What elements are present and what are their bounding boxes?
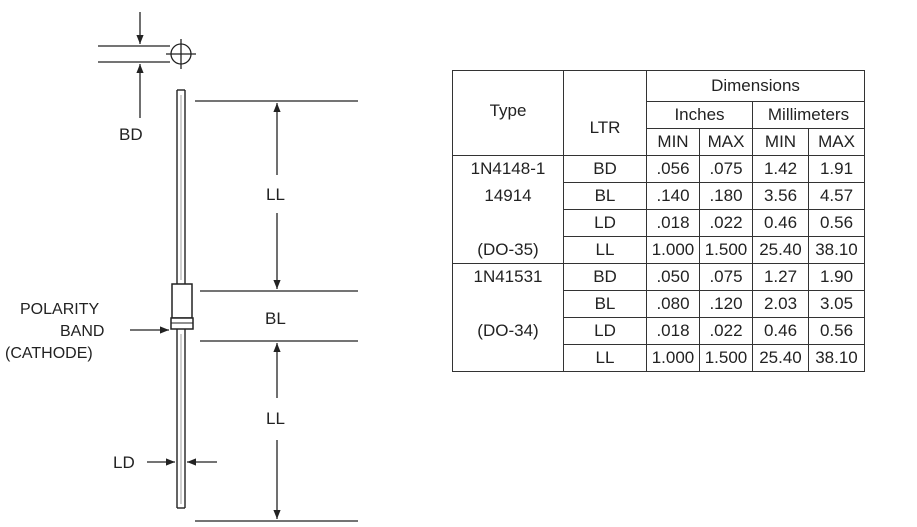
diode-body	[170, 283, 194, 330]
inches-min-cell: .080	[646, 290, 700, 318]
mm-max-header: MAX	[808, 128, 865, 156]
inches-min-cell: .056	[646, 155, 700, 183]
mm-max-cell: 0.56	[808, 209, 865, 237]
table-row: 1N41531 BD .050 .075 1.27 1.90	[452, 263, 865, 291]
mm-min-cell: 1.27	[752, 263, 809, 291]
inches-max-cell: .120	[699, 290, 753, 318]
inches-header: Inches	[646, 101, 753, 129]
polarity-label-line1: POLARITY	[20, 301, 99, 318]
inches-min-header: MIN	[646, 128, 700, 156]
ll-bottom-label: LL	[266, 409, 285, 428]
type-cell: 1N4148-1	[452, 155, 564, 183]
inches-max-cell: .075	[699, 263, 753, 291]
bd-label: BD	[119, 125, 143, 144]
inches-min-cell: .050	[646, 263, 700, 291]
mm-min-header: MIN	[752, 128, 809, 156]
inches-max-cell: 1.500	[699, 236, 753, 264]
mm-min-cell: 0.46	[752, 317, 809, 345]
table-row: (DO-34) LD .018 .022 0.46 0.56	[452, 317, 865, 345]
mm-max-cell: 1.91	[808, 155, 865, 183]
mm-max-cell: 38.10	[808, 344, 865, 372]
inches-min-cell: .140	[646, 182, 700, 210]
polarity-label-line3: (CATHODE)	[5, 345, 93, 362]
inches-max-header: MAX	[699, 128, 753, 156]
ltr-header-spacer	[563, 70, 647, 102]
upper-lead	[176, 89, 186, 284]
ltr-cell: LD	[563, 317, 647, 345]
inches-min-cell: 1.000	[646, 236, 700, 264]
ltr-cell: BL	[563, 182, 647, 210]
table-row: LD .018 .022 0.46 0.56	[452, 209, 865, 237]
inches-min-cell: 1.000	[646, 344, 700, 372]
extension-lines	[195, 100, 358, 522]
inches-min-cell: .018	[646, 209, 700, 237]
mm-min-cell: 25.40	[752, 236, 809, 264]
type-cell: 1N41531	[452, 263, 564, 291]
type-cell: 14914	[452, 182, 564, 210]
type-header: Type	[452, 70, 564, 156]
type-cell	[452, 344, 564, 372]
mm-min-cell: 2.03	[752, 290, 809, 318]
bd-dimension	[98, 12, 170, 118]
inches-max-cell: .180	[699, 182, 753, 210]
inches-max-cell: 1.500	[699, 344, 753, 372]
millimeters-header: Millimeters	[752, 101, 865, 129]
dimensions-table: Type Dimensions LTR Inches Millimeters M…	[452, 70, 865, 372]
mm-max-cell: 1.90	[808, 263, 865, 291]
mm-max-cell: 38.10	[808, 236, 865, 264]
bl-label: BL	[265, 309, 286, 328]
table-row: BL .080 .120 2.03 3.05	[452, 290, 865, 318]
ltr-cell: LL	[563, 236, 647, 264]
type-cell	[452, 209, 564, 237]
ll-top-label: LL	[266, 185, 285, 204]
table-row: 14914 BL .140 .180 3.56 4.57	[452, 182, 865, 210]
type-cell: (DO-35)	[452, 236, 564, 264]
mm-min-cell: 3.56	[752, 182, 809, 210]
mm-min-cell: 25.40	[752, 344, 809, 372]
ltr-cell: LL	[563, 344, 647, 372]
ltr-cell: BL	[563, 290, 647, 318]
inches-max-cell: .022	[699, 317, 753, 345]
inches-min-cell: .018	[646, 317, 700, 345]
ltr-cell: BD	[563, 263, 647, 291]
mm-max-cell: 4.57	[808, 182, 865, 210]
lower-lead	[176, 329, 186, 509]
inches-max-cell: .022	[699, 209, 753, 237]
mm-min-cell: 1.42	[752, 155, 809, 183]
table-row: (DO-35) LL 1.000 1.500 25.40 38.10	[452, 236, 865, 264]
mm-min-cell: 0.46	[752, 209, 809, 237]
type-cell: (DO-34)	[452, 317, 564, 345]
mm-max-cell: 0.56	[808, 317, 865, 345]
table-row: LL 1.000 1.500 25.40 38.10	[452, 344, 865, 372]
mm-max-cell: 3.05	[808, 290, 865, 318]
inches-max-cell: .075	[699, 155, 753, 183]
ltr-header: LTR	[563, 101, 647, 156]
table-row: 1N4148-1 BD .056 .075 1.42 1.91	[452, 155, 865, 183]
ltr-cell: BD	[563, 155, 647, 183]
polarity-label-line2: BAND	[60, 323, 104, 340]
end-view-crosshair-icon	[166, 39, 196, 69]
ld-label: LD	[113, 453, 135, 472]
dimensions-header: Dimensions	[646, 70, 865, 102]
type-cell	[452, 290, 564, 318]
ltr-cell: LD	[563, 209, 647, 237]
